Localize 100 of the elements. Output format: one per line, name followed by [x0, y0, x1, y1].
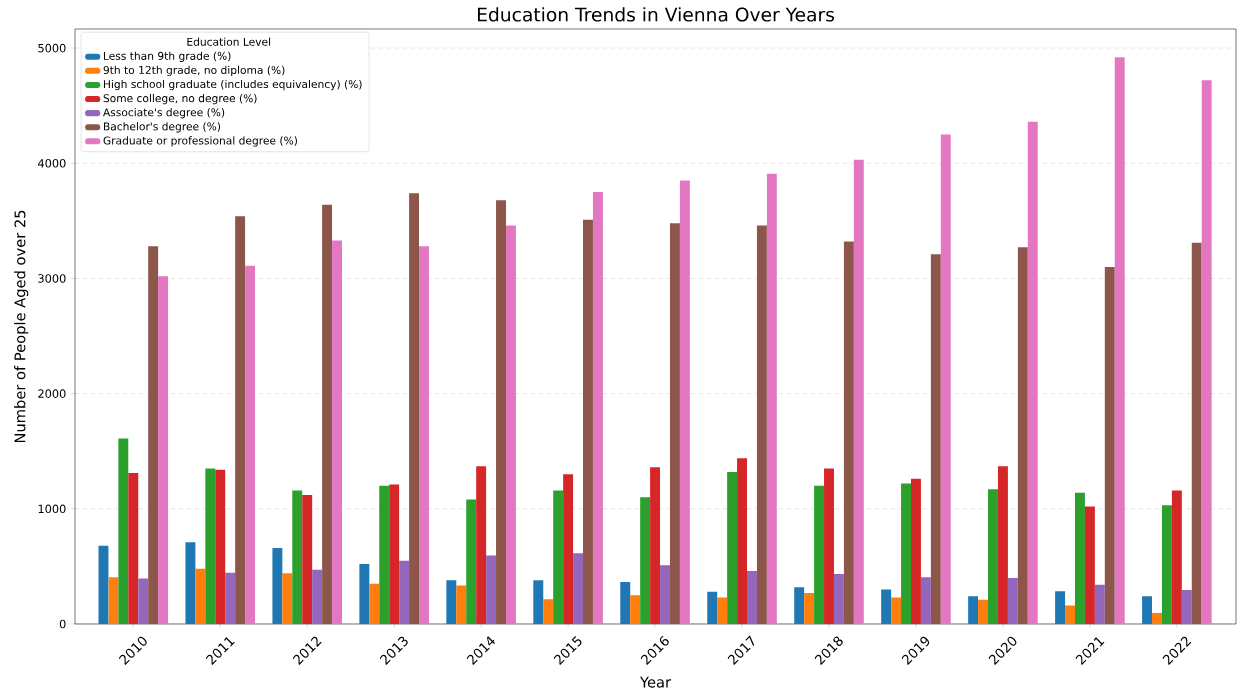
bar [1017, 247, 1028, 624]
bar [245, 265, 256, 624]
bar [833, 573, 844, 624]
bar [128, 473, 139, 624]
bar [717, 597, 728, 624]
bar [1104, 266, 1115, 624]
bar [1055, 591, 1066, 624]
legend-label: High school graduate (includes equivalency) (%) [103, 79, 362, 91]
legend-label: 9th to 12th grade, no diploma (%) [103, 65, 285, 77]
bar [881, 589, 892, 624]
bar [1027, 121, 1038, 624]
bar [853, 159, 864, 624]
bar [302, 494, 313, 624]
bar [650, 467, 661, 624]
bar [766, 173, 777, 624]
bar [1142, 596, 1153, 624]
bar [1181, 590, 1192, 624]
bar [322, 204, 333, 624]
bar [1152, 613, 1162, 624]
chart-title: Education Trends in Vienna Over Years [478, 7, 834, 22]
bar [369, 583, 380, 624]
bar [1094, 584, 1105, 624]
bar [533, 580, 544, 624]
bar [1201, 80, 1212, 624]
bar [669, 223, 680, 624]
bar [794, 587, 805, 624]
y-tick-label: 1000 [38, 504, 66, 514]
bar [543, 599, 554, 624]
x-axis-title: Year [639, 676, 672, 688]
bar [997, 466, 1008, 624]
bar [148, 246, 159, 624]
bar [235, 216, 246, 624]
bar [920, 577, 931, 624]
bar [563, 474, 574, 624]
bar [158, 276, 169, 624]
bar [620, 581, 631, 624]
bar [804, 592, 815, 624]
bar [225, 572, 236, 624]
bar [505, 225, 516, 624]
bar [389, 484, 400, 624]
bar [660, 565, 670, 624]
bar [592, 192, 603, 624]
bar [1171, 490, 1182, 624]
bar [456, 585, 467, 624]
bar [496, 200, 506, 624]
bar [1114, 57, 1125, 624]
bar [476, 466, 487, 624]
bar [978, 599, 989, 624]
bar [630, 595, 641, 624]
bar [901, 483, 911, 624]
bar [195, 568, 206, 624]
bar [707, 591, 718, 624]
legend-label: Graduate or professional degree (%) [103, 136, 297, 147]
bar [911, 478, 921, 624]
bar [727, 471, 738, 624]
bar [419, 246, 429, 624]
bar [891, 597, 902, 624]
y-tick-label: 5000 [38, 43, 66, 53]
bar [446, 580, 457, 624]
legend-label: Bachelor's degree (%) [103, 122, 221, 133]
bar [108, 577, 119, 624]
bar [988, 489, 998, 624]
bar [737, 458, 748, 624]
bar [466, 499, 477, 624]
bar [359, 564, 370, 624]
bar [205, 468, 216, 624]
bar [98, 545, 109, 624]
y-tick-label: 3000 [38, 274, 66, 283]
bar [1074, 492, 1085, 624]
y-tick-label: 2000 [38, 389, 66, 398]
bar [583, 219, 593, 624]
bar [486, 555, 497, 624]
bar [824, 468, 834, 624]
bar [679, 180, 690, 624]
bar [553, 490, 564, 624]
bar [272, 547, 283, 624]
bar [332, 240, 342, 624]
bar [1161, 505, 1172, 624]
bar [312, 569, 323, 624]
bar [968, 596, 979, 624]
legend-label: Less than 9th grade (%) [103, 51, 231, 62]
bar [399, 560, 410, 624]
bar [1084, 506, 1095, 624]
bar [640, 497, 651, 624]
bar [409, 193, 420, 624]
bar [282, 573, 293, 624]
bar [1065, 605, 1075, 624]
bar [940, 134, 951, 624]
y-axis-title: Number of People Aged over 25 [14, 210, 29, 443]
bar [747, 571, 757, 624]
bar [814, 485, 825, 624]
y-tick-label: 4000 [38, 159, 66, 168]
bar [215, 469, 226, 624]
bar [756, 225, 767, 624]
legend-label: Associate's degree (%) [103, 108, 225, 119]
legend-title: Education Level [187, 37, 271, 46]
y-tick-label: 0 [59, 619, 66, 629]
bar [379, 485, 390, 624]
bar [843, 241, 854, 624]
bar [930, 254, 941, 624]
